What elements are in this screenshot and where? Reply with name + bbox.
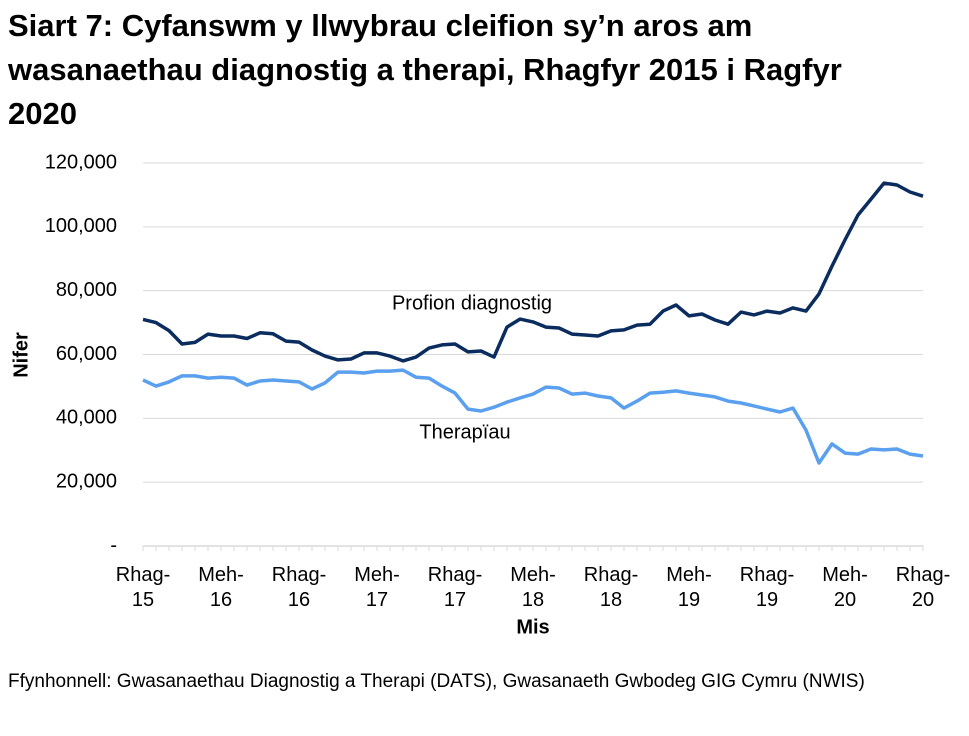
- y-tick-label: -: [110, 534, 117, 556]
- x-tick-label: Rhag-17: [428, 564, 482, 611]
- y-tick-label: 80,000: [56, 279, 117, 301]
- x-tick-label: Meh-16: [198, 564, 244, 611]
- series-label: Therapïau: [419, 421, 510, 443]
- x-tick-label: Rhag-18: [584, 564, 638, 611]
- chart-title: Siart 7: Cyfanswm y llwybrau cleifion sy…: [8, 8, 842, 131]
- y-tick-label: 60,000: [56, 343, 117, 365]
- y-axis-title: Nifer: [10, 332, 32, 378]
- x-tick-label: Rhag-19: [740, 564, 794, 611]
- series-label: Profion diagnostig: [392, 292, 552, 314]
- source-note: Ffynhonnell: Gwasanaethau Diagnostig a T…: [8, 671, 865, 692]
- x-tick-label: Meh-17: [354, 564, 400, 611]
- x-tick-label: Rhag-15: [116, 564, 170, 611]
- x-tick-label: Meh-20: [822, 564, 868, 611]
- series-line: [142, 181, 924, 363]
- x-tick-label: Rhag-16: [272, 564, 326, 611]
- y-tick-label: 100,000: [45, 215, 117, 237]
- x-axis-title: Mis: [516, 616, 549, 638]
- x-tick-label: Rhag-20: [896, 564, 950, 611]
- x-tick-label: Meh-18: [510, 564, 556, 611]
- series-line: [142, 368, 924, 465]
- y-tick-label: 120,000: [45, 151, 117, 173]
- x-tick-label: Meh-19: [666, 564, 712, 611]
- y-tick-label: 40,000: [56, 407, 117, 429]
- y-tick-label: 20,000: [56, 470, 117, 492]
